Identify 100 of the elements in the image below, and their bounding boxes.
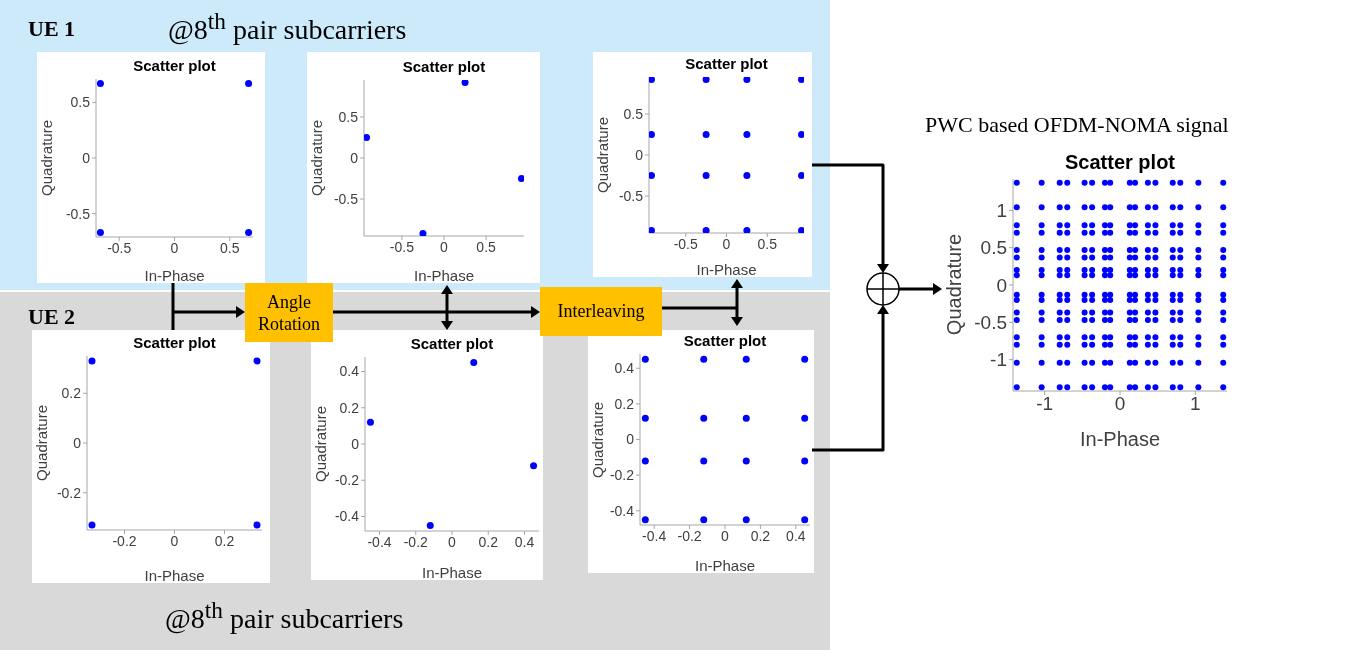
text: UE 1 [28,16,76,42]
x-tick-label: -0.5 [389,238,415,255]
point [702,227,710,233]
y-axis-title: Quadrature [33,405,51,481]
x-tick-label: -0.2 [112,532,137,549]
y-axis-title: Quadrature [38,120,56,196]
y-tick-label: -0.5 [65,205,91,222]
y-tick-label: 0.4 [614,360,635,377]
point [649,227,655,233]
point [702,130,710,138]
x-tick-label: 0 [1114,393,1126,415]
y-tick-label: 0 [73,434,82,451]
chart-title: Scatter plot [1064,151,1176,174]
point [700,414,708,422]
y-tick-label: 1 [996,200,1007,222]
point [801,414,809,422]
point [641,516,649,524]
point [798,77,804,83]
point [702,77,710,83]
y-axis-title: Quadrature [589,401,607,478]
point [743,77,751,83]
point [801,457,809,465]
x-tick-label: 1 [1190,393,1201,415]
x-tick-label: -0.4 [642,527,667,544]
chart-title: Scatter plot [401,58,487,75]
chart-title: Scatter plot [684,55,769,72]
x-tick-label: 0 [448,533,457,550]
x-axis-title: In-Phase [696,261,757,278]
y-axis-title: Quadrature [308,120,326,196]
y-tick-label: 0.4 [339,363,360,380]
point [700,457,708,465]
point [364,133,371,141]
point [742,516,750,524]
point [743,130,751,138]
text: @8$^{th}$ pair subcarriers [168,8,407,47]
y-tick-label: 0 [626,431,635,448]
x-tick-label: 0.2 [478,533,499,550]
y-tick-label: -0.5 [618,188,644,205]
x-tick-label: 0.2 [750,527,771,544]
x-tick-label: 0 [170,532,179,549]
point [702,172,710,180]
point [366,418,374,426]
x-tick-label: 0 [722,235,731,252]
x-axis-title: In-Phase [694,557,756,574]
chart-title: Scatter plot [132,57,217,74]
point [419,230,427,236]
y-tick-label: -0.2 [609,467,635,484]
y-axis-title: Quadrature [312,406,330,482]
y-tick-label: -0.4 [609,502,635,519]
x-tick-label: 0.4 [786,527,806,544]
y-tick-label: -0.2 [334,472,360,489]
text: Angle Rotation [245,283,333,342]
point [801,516,809,524]
y-tick-label: 0 [996,274,1007,296]
text: Interleaving [540,287,662,336]
y-tick-label: 0.5 [70,94,91,111]
point [426,522,434,530]
point [461,80,469,86]
point [700,355,708,363]
x-tick-label: -1 [1036,393,1054,415]
y-tick-label: -0.5 [974,312,1007,334]
x-tick-label: -0.4 [367,533,392,550]
point [641,457,649,465]
x-tick-label: 0.2 [214,532,235,549]
point [743,227,751,233]
point [700,516,708,524]
point [798,227,804,233]
chart-title: Scatter plot [132,334,217,351]
x-tick-label: 0 [170,239,179,256]
point [641,414,649,422]
text: PWC based OFDM-NOMA signal [925,112,1229,138]
y-tick-label: 0.5 [338,108,359,125]
x-tick-label: -0.2 [677,527,702,544]
y-tick-label: 0 [82,149,91,166]
y-tick-label: -0.5 [333,191,359,208]
y-tick-label: -0.2 [56,484,82,501]
x-tick-label: 0.5 [220,239,240,256]
point [743,172,751,180]
x-axis-title: In-Phase [144,267,205,284]
y-tick-label: 0 [350,149,359,166]
x-axis-title: In-Phase [421,564,483,581]
point [742,414,750,422]
x-tick-label: 0 [440,238,449,255]
point [742,457,750,465]
point [801,355,809,363]
x-tick-label: 0.4 [514,533,535,550]
y-tick-label: -0.4 [334,508,360,525]
point [742,355,750,363]
point [649,77,655,83]
point [517,175,524,183]
y-axis-title: Quadrature [594,117,612,193]
y-tick-label: 0 [635,146,644,163]
chart-title: Scatter plot [682,332,768,349]
y-axis-title: Quadrature [942,234,966,336]
point [641,355,649,363]
y-tick-label: -1 [990,349,1007,371]
x-tick-label: -0.5 [107,239,132,256]
x-tick-label: 0.5 [476,238,497,255]
y-tick-label: 0.5 [623,105,644,122]
point [470,358,478,366]
